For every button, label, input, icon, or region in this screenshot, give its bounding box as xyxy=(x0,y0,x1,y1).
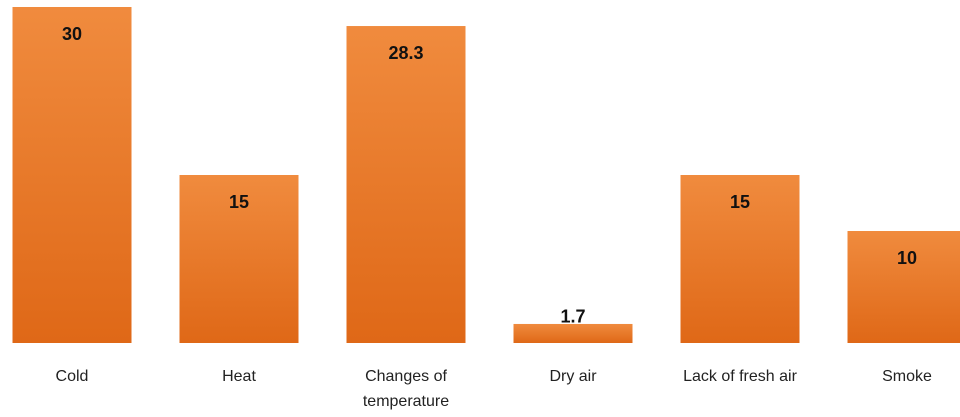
value-label: 15 xyxy=(730,192,750,212)
x-tick-label: Dry air xyxy=(549,368,597,385)
value-label: 1.7 xyxy=(560,307,585,327)
value-label: 30 xyxy=(62,24,82,44)
x-tick-label: Lack of fresh air xyxy=(683,368,797,385)
x-tick-label: Heat xyxy=(222,368,256,385)
value-label: 28.3 xyxy=(388,43,423,63)
x-tick-label: Changes of temperature xyxy=(362,368,450,410)
value-label: 15 xyxy=(229,192,249,212)
bar xyxy=(513,323,633,343)
bar xyxy=(179,175,299,343)
bar xyxy=(847,231,960,343)
bar xyxy=(680,175,800,343)
bar xyxy=(346,26,466,343)
bar xyxy=(12,7,132,343)
x-tick-label: Cold xyxy=(55,368,89,385)
value-label: 10 xyxy=(897,248,917,268)
x-tick-label: Smoke xyxy=(882,368,932,385)
